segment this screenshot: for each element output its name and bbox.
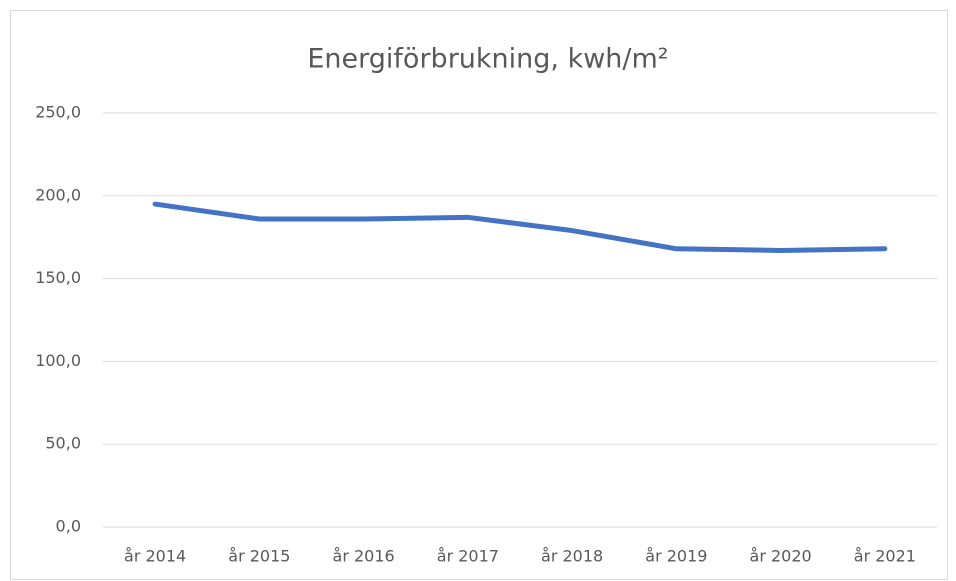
x-tick-label: år 2020 bbox=[750, 547, 812, 566]
x-tick-label: år 2017 bbox=[437, 547, 499, 566]
x-tick-label: år 2021 bbox=[854, 547, 916, 566]
x-tick-label: år 2014 bbox=[124, 547, 186, 566]
chart-border bbox=[10, 10, 948, 580]
data-line bbox=[152, 201, 888, 253]
y-tick-label: 200,0 bbox=[35, 185, 81, 204]
x-tick-label: år 2019 bbox=[645, 547, 707, 566]
x-tick-label: år 2018 bbox=[541, 547, 603, 566]
y-tick-label: 150,0 bbox=[35, 268, 81, 287]
y-tick-label: 50,0 bbox=[45, 434, 81, 453]
chart-title: Energiförbrukning, kwh/m² bbox=[307, 44, 668, 75]
y-tick-label: 100,0 bbox=[35, 351, 81, 370]
x-tick-label: år 2015 bbox=[228, 547, 290, 566]
y-tick-label: 0,0 bbox=[56, 517, 81, 536]
y-tick-label: 250,0 bbox=[35, 103, 81, 122]
x-tick-label: år 2016 bbox=[333, 547, 395, 566]
